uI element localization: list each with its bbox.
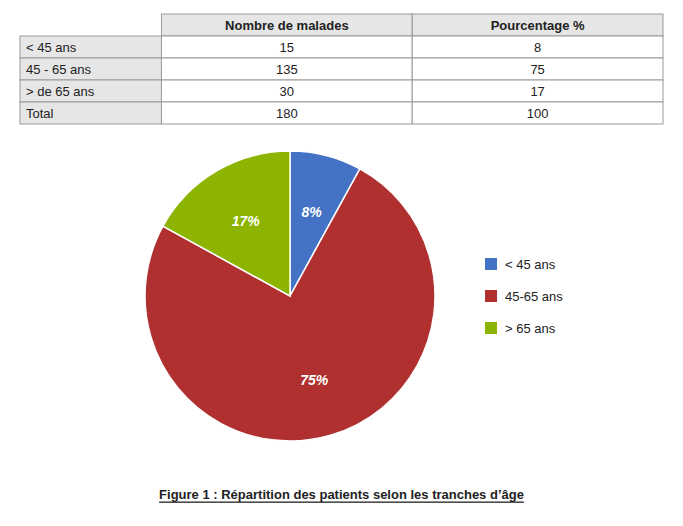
table-cell-text: 30 [280, 84, 294, 99]
table: Nombre de malades Pourcentage % < 45 ans 15… [20, 14, 663, 124]
table-cell [161, 80, 412, 102]
table-cell [412, 36, 663, 58]
pie: 8% 75% 17% [145, 151, 435, 441]
legend-label: > 65 ans [505, 321, 556, 336]
table-cell-text: 135 [276, 62, 298, 77]
legend-label: < 45 ans [505, 257, 556, 272]
legend-swatch [485, 258, 497, 270]
table-row-label-cell [20, 102, 161, 124]
table-cell [412, 80, 663, 102]
table-row-label-cell [20, 58, 161, 80]
table-cell [161, 58, 412, 80]
table-cell-text: 8 [534, 40, 541, 55]
table-header-cell [161, 14, 412, 36]
legend-swatch [485, 322, 497, 334]
table-cell-text: 15 [280, 40, 294, 55]
table-row-label: < 45 ans [26, 40, 77, 55]
table-row-label-cell [20, 80, 161, 102]
table-cell-text: 17 [530, 84, 544, 99]
data-label: 17% [232, 213, 261, 229]
legend-label: 45-65 ans [505, 289, 563, 304]
pie-slice [163, 151, 290, 296]
table-header: Pourcentage % [491, 18, 585, 33]
legend-swatch [485, 290, 497, 302]
table-header: Nombre de malades [225, 18, 349, 33]
table-cell [161, 102, 412, 124]
table-row-label-cell [20, 36, 161, 58]
table-cell-text: 180 [276, 106, 298, 121]
caption: Figure 1 : Répartition des patients selo… [159, 487, 524, 502]
data-label: 75% [300, 372, 329, 388]
table-cell-text: 75 [530, 62, 544, 77]
chart-root: Nombre de malades Pourcentage % < 45 ans 15… [0, 0, 683, 526]
table-cell-text: 100 [527, 106, 549, 121]
table-row-label: 45 - 65 ans [26, 62, 92, 77]
table-cell [412, 58, 663, 80]
legend: < 45 ans 45-65 ans > 65 ans [485, 257, 563, 336]
data-label: 8% [302, 204, 323, 220]
table-row-label: > de 65 ans [26, 84, 95, 99]
table-header-cell [412, 14, 663, 36]
table-cell [161, 36, 412, 58]
table-cell [412, 102, 663, 124]
table-row-label: Total [26, 106, 54, 121]
